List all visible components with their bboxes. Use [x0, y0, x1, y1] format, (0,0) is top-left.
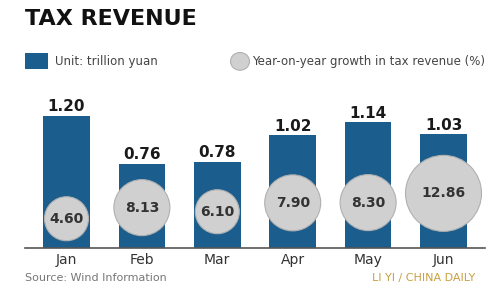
Text: 7.90: 7.90	[276, 196, 310, 210]
Text: 0.76: 0.76	[123, 148, 160, 163]
Text: 1.02: 1.02	[274, 119, 312, 134]
Bar	[118, 164, 166, 248]
Ellipse shape	[340, 175, 396, 231]
Text: 1.03: 1.03	[425, 118, 462, 133]
Text: 12.86: 12.86	[422, 186, 466, 200]
Bar	[420, 134, 467, 248]
Ellipse shape	[196, 190, 240, 234]
Text: 4.60: 4.60	[50, 212, 84, 226]
Text: LI YI / CHINA DAILY: LI YI / CHINA DAILY	[372, 273, 475, 283]
Ellipse shape	[264, 175, 320, 231]
Text: 1.14: 1.14	[350, 106, 387, 121]
Text: TAX REVENUE: TAX REVENUE	[25, 9, 197, 29]
Text: 8.13: 8.13	[124, 201, 159, 215]
Bar	[270, 135, 316, 248]
Text: Year-on-year growth in tax revenue (%): Year-on-year growth in tax revenue (%)	[252, 55, 486, 68]
Text: 6.10: 6.10	[200, 205, 234, 219]
Text: Unit: trillion yuan: Unit: trillion yuan	[55, 55, 158, 68]
Text: 1.20: 1.20	[48, 99, 85, 114]
Bar	[344, 122, 392, 248]
Text: 8.30: 8.30	[351, 196, 385, 210]
Bar	[43, 116, 90, 248]
Ellipse shape	[406, 155, 481, 231]
Text: Source: Wind Information: Source: Wind Information	[25, 273, 167, 283]
Ellipse shape	[44, 197, 88, 241]
Ellipse shape	[114, 180, 170, 236]
Text: 0.78: 0.78	[198, 145, 236, 160]
Bar	[194, 162, 240, 248]
